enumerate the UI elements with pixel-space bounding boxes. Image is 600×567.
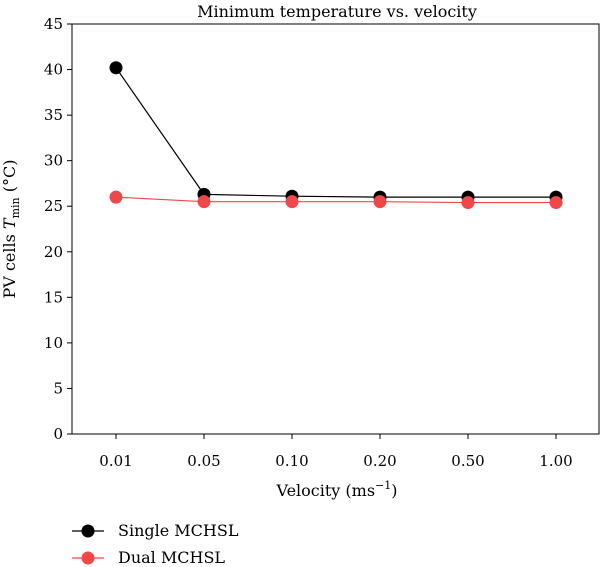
data-point (197, 195, 211, 209)
y-axis: 0 5 10 15 20 25 30 35 40 45 (44, 15, 72, 443)
y-tick-label: 15 (44, 288, 63, 306)
legend-marker (81, 524, 95, 538)
data-point (373, 195, 387, 209)
x-axis: 0.01 0.05 0.10 0.20 0.50 1.00 (99, 434, 573, 470)
x-axis-title-text: Velocity (ms (275, 481, 375, 500)
series-line (115, 67, 556, 198)
data-point (461, 196, 475, 210)
y-axis-title-variable: T (0, 217, 19, 229)
plot-frame (71, 23, 600, 435)
y-axis-title: PV cells Tmin (°C) (0, 160, 22, 299)
x-tick-label: 0.50 (451, 452, 484, 470)
data-point (285, 195, 299, 209)
y-axis-title-prefix: PV cells (0, 229, 19, 298)
data-point (109, 190, 123, 204)
series-dual-mchsl (109, 190, 563, 210)
y-tick-label: 25 (44, 197, 63, 215)
x-axis-title: Velocity (ms−1) (275, 479, 397, 500)
y-axis-title-subscript: min (9, 197, 22, 218)
series-layer (109, 61, 563, 210)
y-tick-label: 40 (44, 61, 63, 79)
x-tick-label: 0.05 (187, 452, 220, 470)
data-point (549, 196, 563, 210)
legend: Single MCHSL Dual MCHSL (72, 521, 239, 567)
series-single-mchsl (109, 61, 563, 204)
legend-label: Dual MCHSL (118, 548, 225, 567)
legend-marker (81, 551, 95, 565)
x-tick-label: 0.10 (275, 452, 308, 470)
chart-title: Minimum temperature vs. velocity (197, 2, 477, 21)
y-tick-label: 35 (44, 106, 63, 124)
y-tick-label: 20 (44, 243, 63, 261)
series-line (115, 196, 556, 204)
x-tick-label: 0.20 (363, 452, 396, 470)
x-axis-title-exponent: −1 (375, 479, 391, 492)
x-tick-label: 1.00 (539, 452, 572, 470)
y-tick-label: 30 (44, 152, 63, 170)
y-tick-label: 5 (53, 379, 63, 397)
y-tick-label: 10 (44, 334, 63, 352)
x-axis-title-close: ) (391, 481, 397, 500)
y-tick-label: 0 (53, 425, 63, 443)
legend-label: Single MCHSL (118, 521, 239, 540)
y-axis-title-suffix: (°C) (0, 160, 19, 198)
data-point (109, 61, 123, 75)
x-tick-label: 0.01 (99, 452, 132, 470)
y-tick-label: 45 (44, 15, 63, 33)
